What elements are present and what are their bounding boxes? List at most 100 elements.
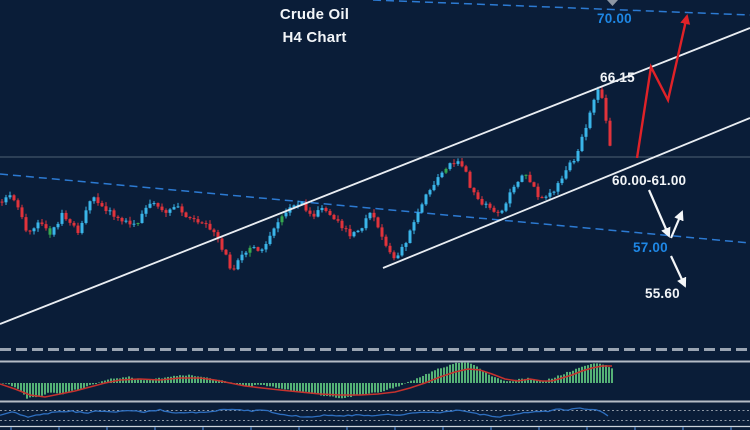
macd-bar <box>92 383 94 385</box>
candle-body <box>444 168 448 173</box>
macd-bar <box>56 383 58 394</box>
macd-bar <box>584 365 586 383</box>
macd-bar <box>140 379 142 383</box>
macd-bar <box>356 383 358 396</box>
candle-body <box>504 203 508 211</box>
macd-bar <box>20 383 22 392</box>
macd-bar <box>422 375 424 383</box>
macd-bar <box>317 383 319 395</box>
candle-body <box>96 197 100 204</box>
macd-bar <box>425 374 427 383</box>
candle-body <box>256 247 260 251</box>
candle-body <box>432 184 436 191</box>
macd-bar <box>134 378 136 383</box>
candle-body <box>216 232 220 239</box>
candle-body <box>272 228 276 236</box>
candle-body <box>524 174 528 176</box>
macd-bar <box>203 377 205 383</box>
candle-body <box>452 163 456 165</box>
candle-body <box>236 260 240 270</box>
candle-body <box>596 89 600 100</box>
candle-body <box>44 224 48 229</box>
macd-bar <box>479 368 481 383</box>
macd-bar <box>527 377 529 383</box>
candle-body <box>84 210 88 223</box>
macd-bar <box>332 383 334 397</box>
candle-body <box>296 204 300 206</box>
macd-bar <box>461 362 463 383</box>
macd-bar <box>416 378 418 383</box>
chart-title: Crude Oil H4 Chart <box>252 3 377 49</box>
candle-body <box>400 246 404 256</box>
macd-bar <box>311 383 313 394</box>
macd-bar <box>392 383 394 389</box>
candle-body <box>128 220 132 225</box>
macd-bar <box>53 383 55 393</box>
candle-body <box>276 222 280 229</box>
macd-bar <box>428 373 430 383</box>
candle-body <box>140 213 144 223</box>
macd-bar <box>374 383 376 393</box>
macd-bar <box>536 379 538 383</box>
candle-body <box>40 222 44 225</box>
macd-bar <box>302 383 304 392</box>
candle-body <box>292 205 296 208</box>
macd-bar <box>110 378 112 383</box>
candle-body <box>572 160 576 163</box>
candle-body <box>440 172 444 178</box>
macd-bar <box>17 383 19 389</box>
macd-bar <box>542 381 544 383</box>
macd-bar <box>524 378 526 383</box>
candle-body <box>356 230 360 233</box>
macd-bar <box>242 383 244 386</box>
macd-bar <box>86 383 88 387</box>
macd-bar <box>395 383 397 387</box>
macd-bar <box>272 383 274 387</box>
macd-bar <box>323 383 325 397</box>
candle-body <box>376 217 380 228</box>
candle-body <box>248 247 252 253</box>
candle-body <box>192 218 196 220</box>
macd-bar <box>299 383 301 392</box>
candle-body <box>136 222 140 224</box>
macd-bar <box>104 380 106 383</box>
macd-bar <box>284 383 286 390</box>
candle-body <box>580 136 584 151</box>
pullback-arrow-3 <box>670 255 687 288</box>
macd-bar <box>593 363 595 383</box>
macd-bar <box>398 383 400 387</box>
macd-bar <box>407 381 409 383</box>
candle-body <box>88 201 92 211</box>
candle-body <box>8 195 12 198</box>
candlesticks <box>0 85 612 271</box>
macd-bar <box>452 364 454 383</box>
candle-body <box>540 197 544 199</box>
macd-bar <box>26 383 28 399</box>
candle-body <box>320 208 324 211</box>
macd-bar <box>314 383 316 394</box>
candle-body <box>132 223 136 225</box>
candle-body <box>116 216 120 218</box>
macd-bar <box>494 377 496 383</box>
candle-body <box>388 245 392 253</box>
macd-bar <box>464 362 466 383</box>
macd-bar <box>29 383 31 398</box>
macd-bar <box>68 383 70 392</box>
macd-bar <box>293 383 295 392</box>
macd-bar <box>404 383 406 384</box>
candle-body <box>304 202 308 211</box>
candle-body <box>68 219 72 223</box>
macd-bar <box>80 383 82 389</box>
candle-body <box>300 202 304 205</box>
candle-body <box>120 217 124 222</box>
chart-title-timeframe: H4 Chart <box>282 29 347 46</box>
candle-body <box>188 217 192 219</box>
candle-body <box>368 212 372 219</box>
candle-body <box>48 228 52 235</box>
macd-bar <box>581 366 583 383</box>
candle-body <box>160 206 164 211</box>
candle-body <box>24 217 28 231</box>
macd-bar <box>359 383 361 395</box>
